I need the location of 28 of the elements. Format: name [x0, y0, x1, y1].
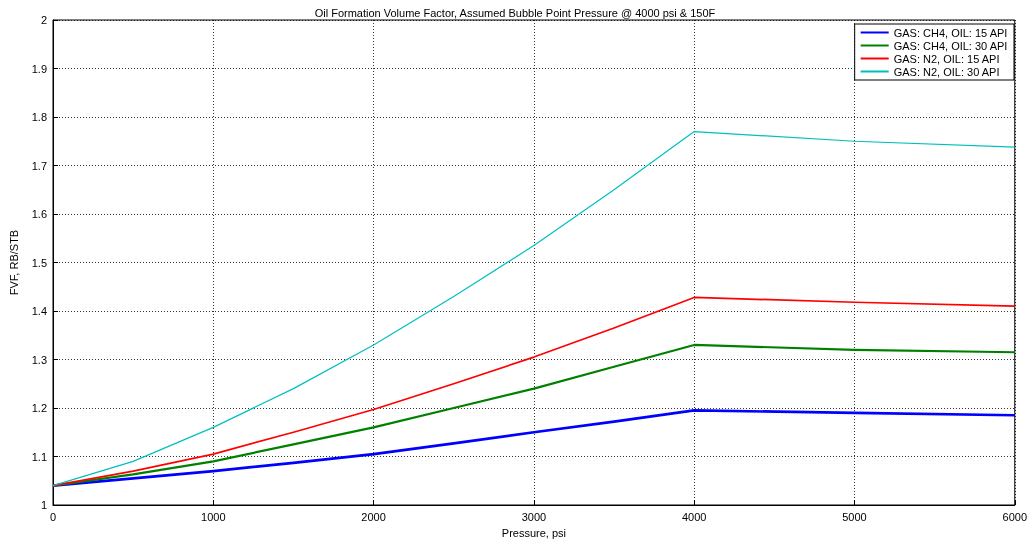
y-tick-label: 1.5: [31, 256, 47, 269]
y-tick-label: 1.7: [31, 159, 47, 172]
y-tick-label: 2: [40, 14, 47, 26]
x-tick-label: 2000: [361, 510, 386, 523]
y-tick-label: 1.1: [31, 450, 47, 463]
x-axis-title: Pressure, psi: [501, 526, 566, 539]
x-tick-label: 3000: [521, 510, 547, 523]
y-tick-label: 1.3: [31, 353, 47, 366]
y-tick-label: 1: [40, 499, 47, 511]
y-tick-label: 1.2: [31, 402, 47, 414]
y-tick-label: 1.8: [31, 111, 47, 123]
line-series: [51, 343, 1016, 487]
x-tick-label: 4000: [681, 510, 707, 523]
x-tick-label: 5000: [842, 510, 867, 523]
x-tick-label: 1000: [201, 510, 226, 523]
line-series: [52, 130, 1016, 487]
chart-title: Oil Formation Volume Factor, Assumed Bubble Point Pressure @ 4000 psi & 150F: [314, 6, 716, 19]
legend-label: GAS: N2, OIL: 30 API: [893, 65, 1000, 78]
y-axis-title: FVF, RB/STB: [7, 229, 20, 296]
legend-label: GAS: CH4, OIL: 15 API: [893, 26, 1008, 39]
y-tick-label: 1.9: [31, 62, 47, 75]
y-tick-label: 1.6: [31, 208, 47, 220]
line-series: [51, 409, 1017, 487]
legend-label: GAS: N2, OIL: 15 API: [893, 52, 1000, 65]
y-tick-label: 1.4: [31, 305, 47, 317]
x-tick-label: 0: [49, 510, 57, 523]
x-tick-label: 6000: [1002, 510, 1028, 523]
legend-label: GAS: CH4, OIL: 30 API: [893, 39, 1008, 52]
